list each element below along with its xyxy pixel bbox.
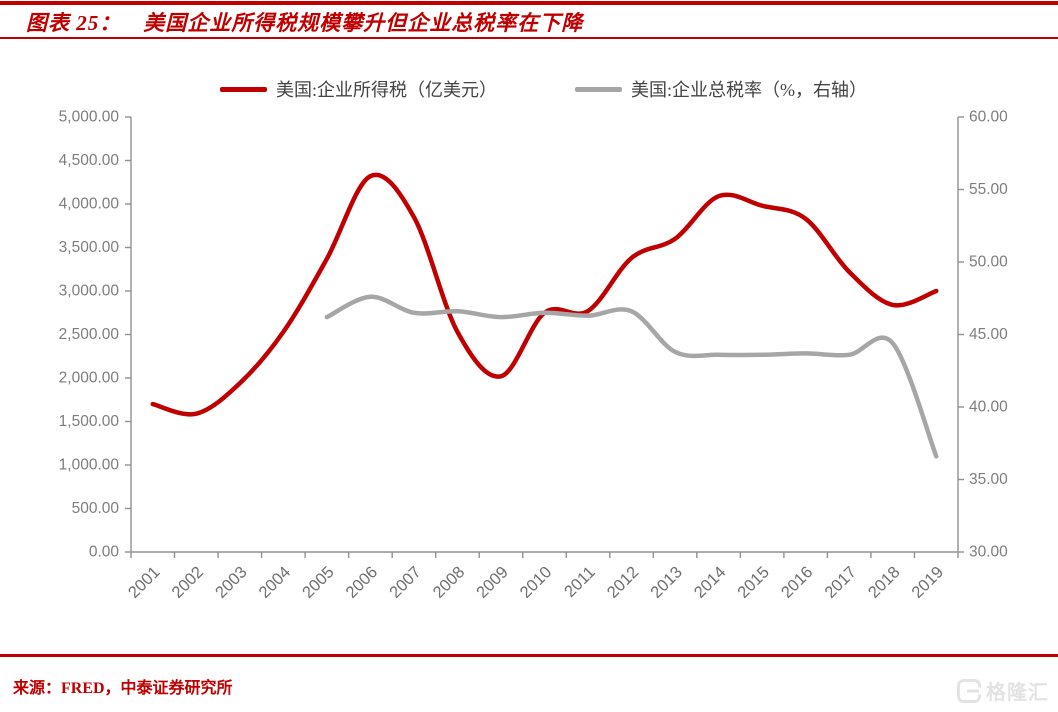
- watermark-brand-text: 格隆汇: [986, 682, 1049, 704]
- y-axis-left-tick-label: 5,000.00: [59, 109, 120, 126]
- series-line-corporate-income-tax: [150, 172, 939, 417]
- footer-rule: [0, 654, 1058, 657]
- x-axis-tick-label: 2002: [168, 563, 207, 602]
- x-axis-tick-label: 2005: [299, 563, 338, 602]
- y-axis-right-tick-label: 60.00: [969, 109, 1008, 126]
- source-note: 来源：FRED，中泰证券研究所: [13, 680, 233, 697]
- x-axis-tick-label: 2006: [343, 563, 382, 602]
- x-axis-tick-label: 2014: [691, 563, 730, 602]
- y-axis-left-tick-label: 1,000.00: [59, 457, 120, 474]
- y-axis-right-tick-label: 55.00: [969, 181, 1008, 198]
- x-axis-tick-label: 2016: [778, 563, 817, 602]
- y-axis-right-tick-label: 45.00: [969, 326, 1008, 343]
- x-axis-tick-label: 2015: [734, 563, 773, 602]
- legend-red-line-swatch: [220, 86, 267, 92]
- x-axis-tick-label: 2004: [255, 563, 294, 602]
- figure-title: 图表 25： 美国企业所得税规模攀升但企业总税率在下降: [26, 11, 584, 35]
- y-axis-right-tick-label: 35.00: [969, 471, 1008, 488]
- header-top-rule: [0, 1, 1058, 5]
- y-axis-left-tick-label: 4,500.00: [59, 152, 120, 169]
- y-axis-right-tick-label: 50.00: [969, 254, 1008, 271]
- legend-item-total-tax-rate: 美国:企业总税率（%，右轴）: [575, 76, 867, 102]
- header-bottom-rule: [0, 37, 1058, 39]
- x-axis-tick-label: 2017: [821, 563, 860, 602]
- gelonghui-logo-icon: [957, 678, 982, 703]
- y-axis-left-tick-label: 2,000.00: [59, 370, 120, 387]
- x-axis-tick-label: 2007: [386, 563, 425, 602]
- series-line-total-tax-rate: [324, 294, 939, 459]
- legend-label: 美国:企业所得税（亿美元）: [276, 80, 497, 100]
- x-axis-tick-label: 2011: [561, 563, 599, 601]
- y-axis-left-tick-label: 0.00: [89, 544, 120, 561]
- y-axis-left-tick-label: 4,000.00: [59, 196, 120, 213]
- gelonghui-watermark: 格隆汇: [956, 676, 1049, 705]
- y-axis-right-tick-label: 30.00: [969, 544, 1008, 561]
- x-axis-tick-label: 2012: [604, 563, 643, 602]
- y-axis-left-tick-label: 500.00: [72, 500, 120, 517]
- x-axis-tick-label: 2008: [430, 563, 469, 602]
- legend-label: 美国:企业总税率（%，右轴）: [631, 80, 867, 100]
- legend-item-corporate-income-tax: 美国:企业所得税（亿美元）: [220, 76, 497, 102]
- y-axis-left-tick-label: 3,500.00: [59, 239, 120, 256]
- y-axis-left-tick-label: 1,500.00: [59, 413, 120, 430]
- x-axis-tick-label: 2010: [517, 563, 556, 602]
- x-axis-tick-label: 2018: [865, 563, 904, 602]
- y-axis-right-tick-label: 40.00: [969, 399, 1008, 416]
- y-axis-left-tick-label: 3,000.00: [59, 283, 120, 300]
- x-axis-tick-label: 2009: [473, 563, 512, 602]
- x-axis-tick-label: 2013: [647, 563, 686, 602]
- legend-gray-line-swatch: [575, 86, 622, 92]
- y-axis-left-tick-label: 2,500.00: [59, 326, 120, 343]
- x-axis-tick-label: 2001: [125, 563, 164, 602]
- x-axis-tick-label: 2003: [212, 563, 251, 602]
- x-axis-tick-label: 2019: [908, 563, 947, 602]
